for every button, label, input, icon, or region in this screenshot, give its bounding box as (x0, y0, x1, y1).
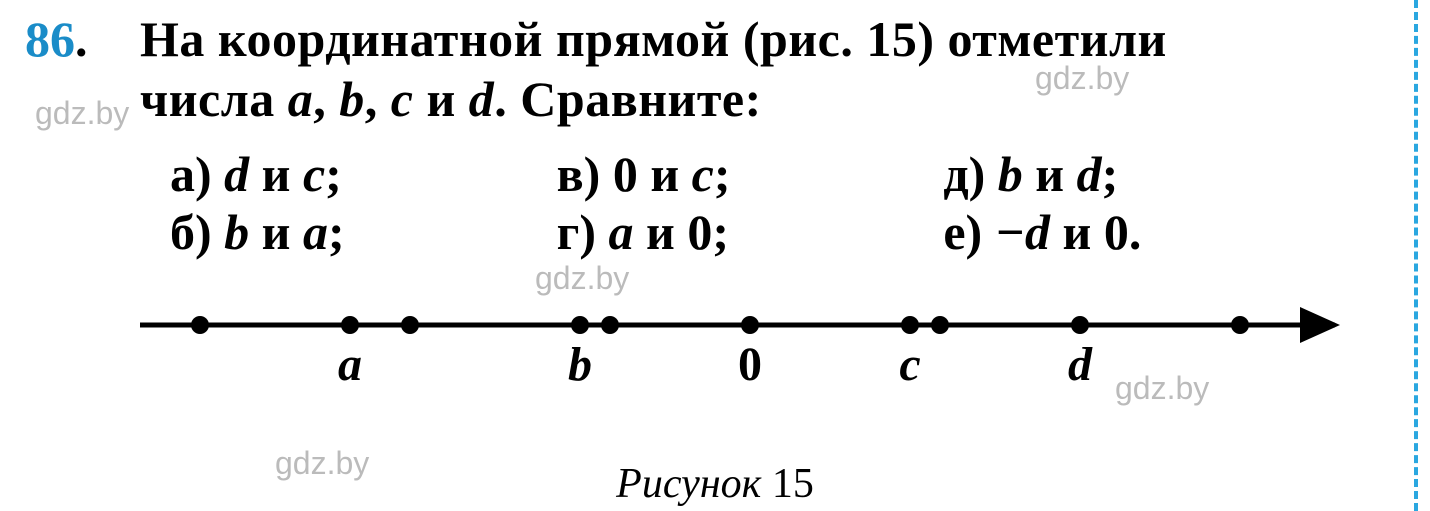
axis-point (931, 316, 949, 334)
axis-label: c (899, 338, 920, 391)
label: д) (943, 146, 997, 202)
text: числа (140, 71, 288, 127)
problem-number: 86. (25, 10, 88, 68)
rhs: 0 (1104, 204, 1129, 260)
sep: и (413, 71, 468, 127)
mid: и (1050, 204, 1104, 260)
sep: , (365, 71, 391, 127)
text: На координатной прямой (рис. 15) отметил… (140, 11, 1167, 67)
axis-label: d (1068, 338, 1093, 391)
page: 86. На координатной прямой (рис. 15) отм… (0, 0, 1430, 511)
label: е) (943, 204, 994, 260)
axis-point (1071, 316, 1089, 334)
answers-row-1: а) d и c; в) 0 и c; д) b и d; (170, 145, 1330, 203)
rhs: c (692, 146, 714, 202)
mid: и (638, 146, 692, 202)
answer-a: а) d и c; (170, 145, 557, 203)
axis-point (341, 316, 359, 334)
lhs: −d (995, 204, 1050, 260)
problem-text-line2: числа a, b, c и d. Сравните: (140, 70, 762, 128)
axis-point (571, 316, 589, 334)
figure-caption: Рисунок 15 (0, 460, 1430, 508)
answer-g: г) a и 0; (557, 203, 944, 261)
axis-point (901, 316, 919, 334)
rhs: d (1077, 146, 1102, 202)
var-c: c (391, 71, 414, 127)
mid: и (634, 204, 688, 260)
lhs: b (998, 146, 1023, 202)
caption-number: 15 (761, 461, 814, 507)
axis-arrow (1300, 307, 1340, 343)
answers-row-2: б) b и a; г) a и 0; е) −d и 0. (170, 203, 1330, 261)
axis-label: 0 (738, 338, 762, 391)
axis-point (601, 316, 619, 334)
axis-point (741, 316, 759, 334)
label: а) (170, 146, 224, 202)
axis-label: a (338, 338, 362, 391)
lhs: 0 (613, 146, 638, 202)
lhs: a (609, 204, 634, 260)
label: г) (557, 204, 609, 260)
end: ; (328, 204, 345, 260)
lhs: d (224, 146, 249, 202)
answer-d: д) b и d; (943, 145, 1330, 203)
problem-text-line1: На координатной прямой (рис. 15) отметил… (140, 10, 1390, 68)
lhs: b (224, 204, 249, 260)
rhs: a (303, 204, 328, 260)
end: ; (325, 146, 342, 202)
caption-word: Рисунок (616, 461, 761, 507)
mid: и (249, 146, 303, 202)
var-d: d (469, 71, 495, 127)
problem-number-dot: . (75, 11, 88, 67)
var-b: b (339, 71, 365, 127)
watermark: gdz.by (35, 95, 129, 132)
number-line: a b 0 c d (140, 285, 1360, 445)
axis-label: b (568, 338, 592, 391)
text: . Сравните: (494, 71, 761, 127)
mid: и (1023, 146, 1077, 202)
answer-e: е) −d и 0. (943, 203, 1330, 261)
axis-point (1231, 316, 1249, 334)
end: . (1129, 204, 1142, 260)
problem-number-value: 86 (25, 11, 75, 67)
label: б) (170, 204, 224, 260)
sep: , (313, 71, 339, 127)
axis-point (191, 316, 209, 334)
answer-b: б) b и a; (170, 203, 557, 261)
answer-v: в) 0 и c; (557, 145, 944, 203)
rhs: c (303, 146, 325, 202)
end: ; (714, 146, 731, 202)
answers-grid: а) d и c; в) 0 и c; д) b и d; б) b и a; … (170, 145, 1330, 261)
end: ; (712, 204, 729, 260)
mid: и (249, 204, 303, 260)
right-dashed-border (1414, 0, 1418, 511)
label: в) (557, 146, 613, 202)
var-a: a (288, 71, 314, 127)
axis-point (401, 316, 419, 334)
rhs: 0 (687, 204, 712, 260)
end: ; (1102, 146, 1119, 202)
